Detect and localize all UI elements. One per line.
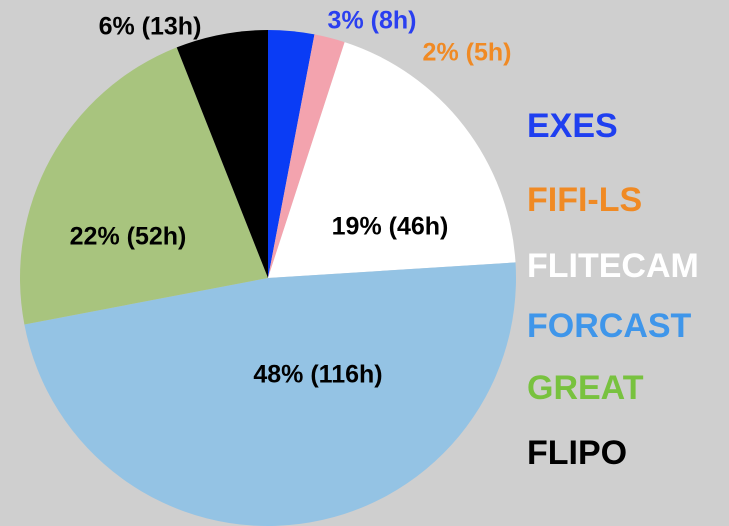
legend-label: EXES xyxy=(527,107,618,145)
legend-label: GREAT xyxy=(527,369,644,407)
pie-slice xyxy=(268,42,516,278)
pie-slice xyxy=(19,47,268,325)
legend-label: FORCAST xyxy=(527,307,692,345)
legend-label: FLIPO xyxy=(527,434,627,472)
pie-slice xyxy=(268,30,315,278)
value-label: 19% (46h) xyxy=(332,213,449,241)
value-label: 2% (5h) xyxy=(423,39,512,67)
value-label: 3% (8h) xyxy=(328,7,417,35)
pie-slice xyxy=(268,34,345,278)
value-label: 6% (13h) xyxy=(99,13,202,41)
value-label: 48% (116h) xyxy=(253,361,382,389)
legend-label: FLITECAM xyxy=(527,247,699,285)
pie-slice xyxy=(24,262,516,526)
pie-slice xyxy=(176,30,268,278)
value-label: 22% (52h) xyxy=(70,223,187,251)
legend-label: FIFI-LS xyxy=(527,181,642,219)
